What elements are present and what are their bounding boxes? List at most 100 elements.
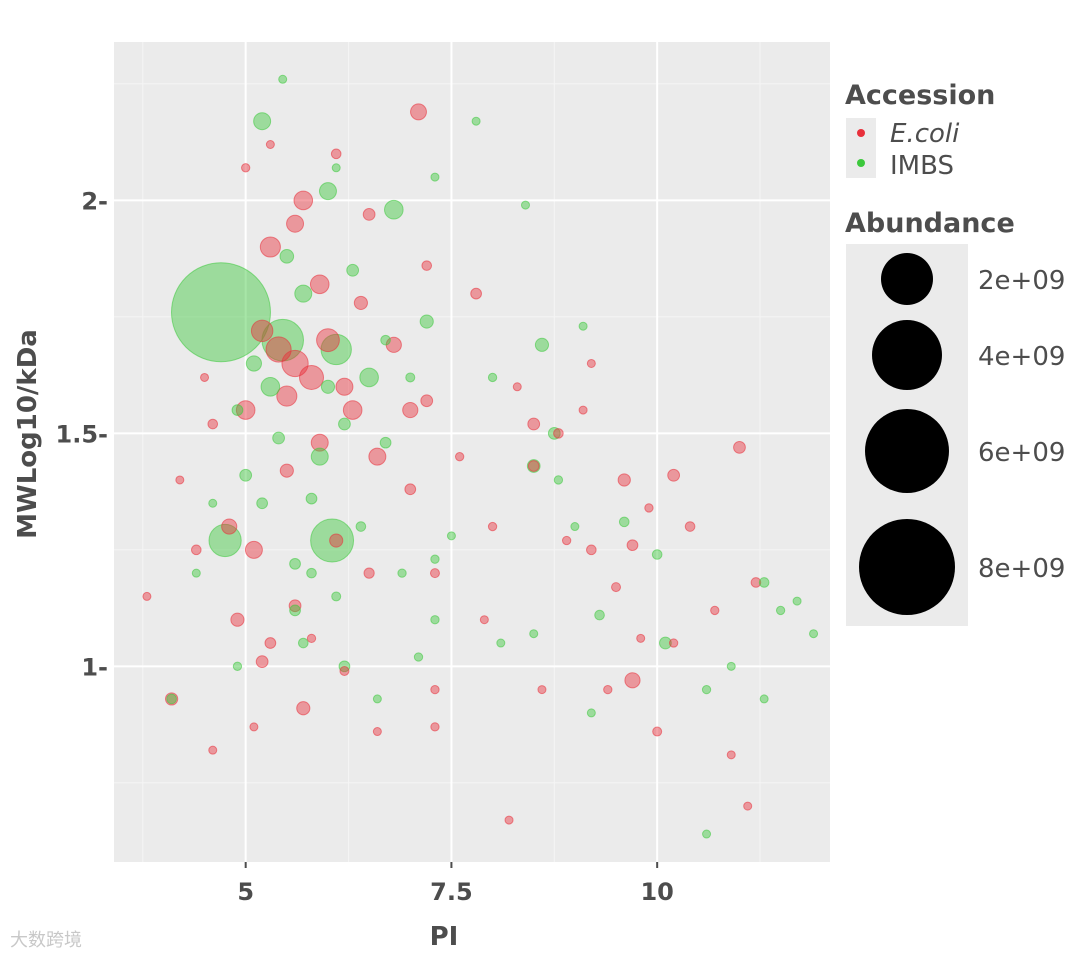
point-ecoli bbox=[279, 463, 294, 478]
point-ecoli bbox=[644, 503, 654, 513]
point-imbs bbox=[166, 693, 177, 705]
point-imbs bbox=[305, 492, 318, 505]
point-imbs bbox=[586, 708, 596, 718]
point-ecoli bbox=[404, 483, 417, 496]
point-ecoli bbox=[265, 336, 292, 363]
point-imbs bbox=[232, 661, 243, 671]
point-imbs bbox=[430, 172, 440, 182]
point-ecoli bbox=[430, 722, 440, 732]
x-tick-label: 10 bbox=[640, 878, 673, 906]
point-imbs bbox=[256, 497, 269, 510]
point-ecoli bbox=[339, 665, 350, 676]
point-ecoli bbox=[624, 672, 641, 689]
data-points bbox=[142, 74, 819, 839]
point-ecoli bbox=[286, 214, 305, 233]
point-ecoli bbox=[372, 727, 382, 737]
point-imbs bbox=[529, 629, 539, 639]
y-axis-title: MWLog10/kDa bbox=[13, 329, 43, 539]
point-ecoli bbox=[454, 452, 465, 462]
point-ecoli bbox=[611, 582, 622, 593]
point-ecoli bbox=[208, 745, 218, 755]
point-ecoli bbox=[362, 208, 376, 221]
point-ecoli bbox=[299, 364, 325, 390]
point-ecoli bbox=[244, 540, 263, 559]
point-imbs bbox=[245, 355, 262, 372]
point-imbs bbox=[594, 609, 605, 621]
x-tick-label: 5 bbox=[237, 878, 254, 906]
point-ecoli bbox=[527, 460, 540, 472]
point-imbs bbox=[253, 112, 272, 131]
point-ecoli bbox=[264, 637, 277, 649]
legend-size-dot-6e09 bbox=[865, 409, 949, 493]
point-imbs bbox=[310, 447, 329, 466]
legend-abundance: Abundance 2e+09 4e+09 6e+09 8e+09 bbox=[845, 208, 1065, 626]
point-imbs bbox=[171, 262, 271, 363]
point-ecoli bbox=[368, 447, 387, 466]
point-ecoli bbox=[402, 401, 419, 419]
legend-size-dot-2e09 bbox=[881, 253, 933, 305]
point-ecoli bbox=[430, 684, 440, 695]
point-imbs bbox=[526, 459, 541, 473]
point-imbs bbox=[446, 531, 456, 541]
point-ecoli bbox=[487, 521, 498, 532]
point-ecoli bbox=[241, 163, 251, 173]
plot-panel bbox=[114, 42, 830, 862]
point-ecoli bbox=[296, 701, 311, 716]
point-ecoli bbox=[420, 394, 434, 408]
point-ecoli bbox=[733, 440, 746, 454]
point-imbs bbox=[726, 661, 736, 671]
y-tick-label: 1.5- bbox=[56, 420, 108, 448]
legend-label-imbs: IMBS bbox=[890, 151, 954, 181]
point-imbs bbox=[413, 652, 424, 662]
legend-size-label-4e09: 4e+09 bbox=[978, 342, 1065, 372]
point-imbs bbox=[380, 334, 391, 346]
point-ecoli bbox=[306, 633, 317, 644]
point-imbs bbox=[759, 694, 769, 704]
point-ecoli bbox=[743, 801, 753, 811]
point-ecoli bbox=[553, 428, 564, 439]
legend-dot-ecoli bbox=[857, 129, 865, 137]
y-tick-label: 2- bbox=[81, 187, 108, 215]
point-ecoli bbox=[255, 655, 269, 669]
point-ecoli bbox=[750, 577, 762, 588]
point-ecoli bbox=[353, 295, 368, 310]
point-imbs bbox=[379, 436, 392, 449]
point-ecoli bbox=[586, 358, 596, 368]
point-imbs bbox=[208, 498, 218, 508]
point-imbs bbox=[651, 549, 663, 560]
legend-abundance-title: Abundance bbox=[845, 208, 1015, 239]
point-imbs bbox=[289, 604, 301, 617]
x-axis-title: PI bbox=[430, 922, 459, 952]
point-ecoli bbox=[309, 274, 330, 295]
point-imbs bbox=[570, 522, 580, 532]
point-ecoli bbox=[470, 287, 482, 300]
point-ecoli bbox=[527, 417, 541, 431]
point-ecoli bbox=[512, 382, 522, 392]
point-ecoli bbox=[636, 633, 646, 643]
legend-size-label-2e09: 2e+09 bbox=[978, 266, 1065, 296]
point-ecoli bbox=[342, 400, 363, 420]
point-imbs bbox=[306, 567, 317, 579]
x-tick-label: 7.5 bbox=[430, 878, 473, 906]
legend-size-label-6e09: 6e+09 bbox=[978, 438, 1065, 468]
point-ecoli bbox=[316, 328, 340, 353]
y-axis-ticks: 1- 1.5- 2- bbox=[56, 187, 108, 681]
point-ecoli bbox=[421, 260, 433, 271]
point-ecoli bbox=[265, 140, 275, 149]
point-imbs bbox=[318, 182, 337, 201]
point-ecoli bbox=[276, 385, 298, 407]
point-ecoli bbox=[410, 103, 427, 121]
point-imbs bbox=[338, 417, 351, 431]
point-ecoli bbox=[684, 521, 696, 532]
point-imbs bbox=[384, 199, 404, 220]
watermark-text: 大数跨境 bbox=[10, 930, 82, 951]
point-imbs bbox=[272, 431, 285, 445]
point-imbs bbox=[191, 568, 201, 578]
point-imbs bbox=[331, 163, 341, 173]
point-imbs bbox=[618, 516, 630, 528]
point-imbs bbox=[471, 116, 481, 126]
legend-label-ecoli: E.coli bbox=[890, 119, 960, 149]
point-imbs bbox=[496, 638, 506, 648]
point-imbs bbox=[792, 596, 802, 606]
